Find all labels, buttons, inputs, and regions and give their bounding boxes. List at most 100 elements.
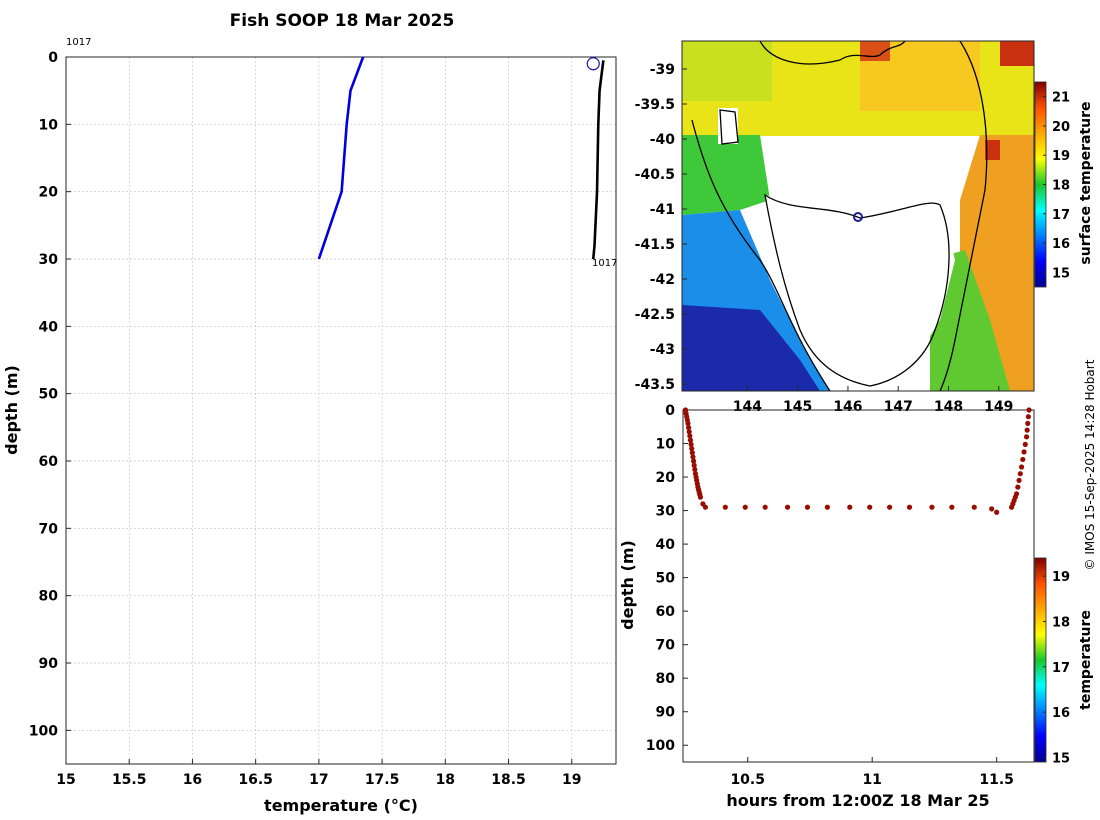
map-lon-tick-label: 147: [884, 399, 913, 415]
profile-axes-box: [65, 56, 617, 765]
profile-start-marker: [586, 57, 600, 71]
section-y-tick-label: 50: [656, 571, 676, 587]
section-point: [685, 420, 691, 427]
section-point: [689, 445, 695, 452]
profile-x-tick-label: 17.5: [365, 772, 400, 788]
section-y-tick-label: 20: [656, 470, 676, 486]
chart-title: Fish SOOP 18 Mar 2025: [230, 11, 455, 31]
section-axes-box: [682, 409, 1035, 763]
section-point: [690, 458, 697, 464]
section-point: [929, 504, 935, 510]
section-point: [1023, 434, 1030, 440]
map-sst-northeast-hot: [1000, 41, 1034, 66]
section-point: [824, 504, 830, 510]
section-point: [804, 504, 811, 510]
map-shelf-east: [939, 41, 988, 391]
section-point: [702, 504, 709, 510]
section-point: [994, 509, 1000, 515]
section-point: [1024, 427, 1030, 433]
map-sst-southwest-deep: [682, 305, 820, 391]
section-point: [687, 433, 693, 439]
profile-y-tick-label: 80: [39, 589, 59, 605]
map-colorbar-tick-label: 20: [1052, 120, 1070, 135]
map-axes-box: [681, 40, 1035, 392]
profile-y-label: depth (m): [2, 365, 21, 455]
map-colorbar-tick-label: 15: [1052, 266, 1070, 281]
profile-y-ticks: 0 10 20 30 40 50 60 70 80 90 100: [29, 50, 71, 739]
section-y-tick-label: 90: [656, 705, 676, 721]
map-lat-tick-label: -43: [650, 342, 675, 358]
profile-x-tick-label: 16: [183, 772, 202, 788]
map-colorbar-tick-label: 17: [1052, 208, 1070, 223]
section-y-tick-label: 70: [656, 638, 676, 654]
section-point: [867, 504, 873, 510]
map-lat-tick-label: -40: [650, 132, 676, 148]
profile-x-tick-label: 18.5: [491, 772, 526, 788]
map-coastlines: [691, 41, 988, 391]
section-colorbar-tick-label: 18: [1052, 615, 1070, 630]
map-sst-southeast-green: [930, 250, 1010, 391]
section-point: [690, 454, 696, 460]
map-lat-tick-label: -39: [650, 62, 675, 78]
profile-x-tick-label: 17: [309, 772, 328, 788]
section-colorbar-tick-label: 19: [1052, 570, 1070, 585]
section-point: [971, 504, 977, 510]
section-x-ticks: 10.5 11 11.5: [730, 757, 1014, 788]
section-plot: 10.5 11 11.5 0 10 20 30 40 50 60 70 80 90 100 hours …: [618, 403, 1094, 810]
map-island: [718, 108, 738, 144]
profile-y-tick-label: 40: [39, 319, 59, 335]
map-lat-tick-label: -41: [650, 202, 675, 218]
section-point: [1020, 456, 1026, 463]
map-position-marker: [853, 212, 863, 222]
map-lat-tick-label: -40.5: [635, 167, 675, 183]
profile-y-tick-label: 10: [39, 117, 59, 133]
profile-top-label: 1017: [66, 37, 91, 48]
section-point: [688, 441, 694, 447]
profile-y-tick-label: 90: [39, 656, 59, 672]
profile-x-tick-label: 18: [436, 772, 455, 788]
profile-x-tick-label: 19: [562, 772, 581, 788]
map-colorbar-tick-label: 16: [1052, 237, 1070, 252]
map-island-outline: [719, 109, 739, 145]
map-lat-tick-label: -42.5: [635, 307, 675, 323]
map-lat-tick-label: -39.5: [635, 97, 675, 113]
section-y-tick-label: 100: [646, 738, 675, 754]
section-y-ticks: 0 10 20 30 40 50 60 70 80 90 100: [646, 403, 688, 754]
section-x-tick-label: 11: [862, 772, 881, 788]
profile-y-tick-label: 20: [39, 185, 59, 201]
profile-y-tick-label: 0: [48, 50, 58, 66]
section-point: [784, 504, 791, 510]
section-point: [1021, 449, 1027, 455]
section-point: [697, 494, 704, 500]
map-coastline-north: [759, 41, 906, 65]
map-lon-tick-label: 144: [733, 399, 762, 415]
map-plot: -39 -39.5 -40 -40.5 -41 -41.5 -42 -42.5 -43 -43.5…: [635, 40, 1094, 415]
profile-x-tick-label: 16.5: [238, 772, 273, 788]
section-x-label: hours from 12:00Z 18 Mar 25: [726, 791, 989, 810]
section-y-tick-label: 0: [665, 403, 675, 419]
section-y-tick-label: 10: [656, 437, 676, 453]
section-colorbar-tick-label: 17: [1052, 661, 1070, 676]
previous-profile-line: [317, 56, 365, 260]
section-point: [1015, 484, 1021, 490]
map-colorbar-label: surface temperature: [1078, 101, 1094, 264]
map-colorbar-tick-label: 19: [1052, 149, 1070, 164]
profile-y-tick-label: 100: [29, 723, 58, 739]
section-y-tick-label: 30: [656, 504, 676, 520]
section-point: [691, 462, 697, 468]
map-lon-tick-label: 146: [833, 399, 862, 415]
current-profile-line: [591, 60, 605, 260]
section-x-tick-label: 11.5: [979, 772, 1014, 788]
section-points: [682, 407, 1032, 515]
map-lat-ticks: -39 -39.5 -40 -40.5 -41 -41.5 -42 -42.5 -43 -43.5: [635, 62, 687, 393]
map-field: [682, 41, 1034, 391]
section-point: [1016, 477, 1022, 483]
section-point: [847, 504, 853, 510]
profile-y-tick-label: 50: [39, 387, 59, 403]
section-point: [686, 425, 692, 431]
section-point: [1025, 420, 1031, 427]
map-tasmania: [765, 195, 955, 385]
section-point: [722, 504, 728, 510]
section-point: [742, 504, 748, 510]
